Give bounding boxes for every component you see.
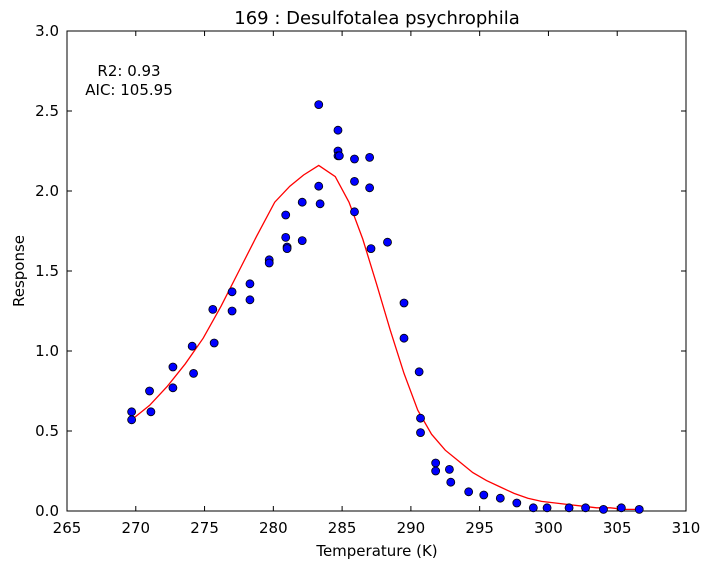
x-tick-label: 265: [53, 519, 82, 537]
data-point: [399, 333, 409, 343]
data-point: [479, 490, 489, 500]
data-point: [350, 207, 359, 217]
data-point: [512, 498, 522, 508]
data-point: [281, 210, 291, 220]
data-point: [350, 176, 359, 186]
x-tick-label: 290: [397, 519, 426, 537]
data-point: [444, 464, 454, 474]
data-point: [127, 407, 137, 417]
data-point: [334, 151, 344, 161]
data-point: [189, 368, 198, 378]
data-point: [431, 466, 441, 476]
data-point: [168, 362, 178, 372]
y-tick-label: 1.0: [35, 342, 59, 360]
x-tick-label: 270: [121, 519, 150, 537]
x-axis-label: Temperature (K): [315, 542, 437, 560]
chart-title: 169 : Desulfotalea psychrophila: [234, 8, 520, 29]
data-point: [616, 503, 626, 513]
y-tick-label: 1.5: [35, 262, 59, 280]
data-point: [282, 244, 292, 254]
data-point: [542, 503, 552, 513]
data-point: [414, 367, 424, 377]
data-point: [564, 503, 574, 513]
data-point: [187, 341, 197, 351]
x-tick-label: 305: [603, 519, 632, 537]
data-point: [416, 428, 425, 438]
data-point: [264, 258, 274, 268]
data-point: [365, 152, 375, 162]
data-point: [315, 199, 325, 209]
y-tick-label: 0.5: [35, 422, 59, 440]
fit-line: [131, 164, 640, 511]
data-point: [245, 295, 255, 305]
data-point: [208, 304, 218, 314]
x-axis: 265 270 275 280 285 290 295 300 305 310: [53, 31, 701, 537]
data-point: [581, 503, 590, 513]
annotation-aic: AIC: 105.95: [85, 81, 172, 99]
data-point: [168, 383, 178, 393]
data-point: [495, 493, 505, 503]
y-axis: 0.0 0.5 1.0 1.5 2.0 2.5 3.0: [35, 22, 686, 520]
data-point: [333, 125, 343, 135]
annotation-r2: R2: 0.93: [97, 62, 160, 80]
data-point: [399, 298, 409, 308]
data-point: [227, 287, 237, 297]
data-point: [634, 504, 644, 514]
data-point: [314, 100, 324, 109]
y-tick-label: 3.0: [35, 22, 59, 40]
data-point: [599, 504, 608, 514]
y-axis-label: Response: [10, 235, 28, 307]
data-point: [281, 232, 291, 242]
data-point: [127, 415, 137, 425]
data-point: [227, 306, 237, 316]
y-tick-label: 2.5: [35, 102, 59, 120]
data-point: [297, 197, 307, 207]
data-point: [209, 338, 219, 348]
y-tick-label: 2.0: [35, 182, 59, 200]
data-point: [446, 477, 456, 487]
fit-line-layer: [131, 164, 640, 511]
data-point: [245, 279, 255, 289]
x-tick-label: 295: [465, 519, 494, 537]
data-point: [383, 237, 392, 247]
x-tick-label: 275: [190, 519, 219, 537]
y-tick-label: 0.0: [35, 502, 59, 520]
plot-frame: [66, 30, 687, 512]
data-point: [528, 503, 538, 513]
data-point: [297, 236, 307, 246]
data-point: [366, 244, 376, 254]
data-point: [314, 181, 324, 191]
x-tick-label: 280: [259, 519, 288, 537]
data-point: [146, 407, 156, 417]
data-point: [416, 413, 425, 423]
data-point: [145, 386, 154, 396]
data-point: [350, 154, 359, 164]
x-tick-label: 285: [328, 519, 357, 537]
plot-area: 265 270 275 280 285 290 295 300 305 310 0.0 0.5 1.0…: [35, 22, 700, 537]
data-points-layer: [127, 100, 644, 514]
data-point: [365, 183, 375, 193]
x-tick-label: 310: [672, 519, 701, 537]
data-point: [464, 487, 474, 497]
x-tick-label: 300: [534, 519, 563, 537]
data-point: [431, 458, 441, 468]
